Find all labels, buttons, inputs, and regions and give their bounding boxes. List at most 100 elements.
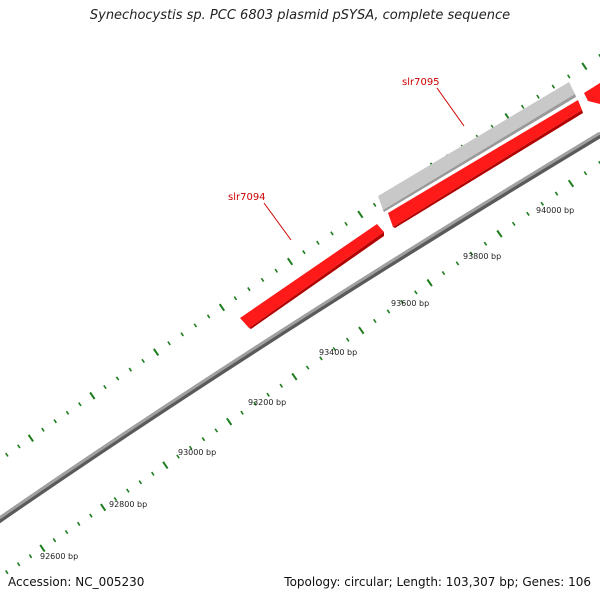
minor-tick: [260, 277, 265, 283]
minor-tick: [5, 452, 9, 457]
major-tick: [162, 461, 169, 470]
major-tick: [358, 326, 365, 335]
minor-tick: [520, 104, 525, 109]
plasmid-backbone: [0, 131, 600, 520]
gene-arrow-slr7094-shade: [249, 232, 384, 329]
minor-tick: [41, 427, 45, 432]
minor-tick: [233, 296, 238, 301]
minor-tick: [332, 346, 337, 352]
major-tick: [291, 372, 298, 381]
accession-label: Accession: NC_005230: [8, 575, 145, 589]
minor-tick: [115, 376, 120, 381]
minor-tick: [330, 231, 334, 236]
minor-tick: [89, 513, 93, 518]
minor-tick: [483, 241, 488, 246]
backbone-shadow: [0, 132, 600, 524]
major-tick: [27, 434, 34, 442]
minor-tick: [526, 211, 530, 216]
minor-tick: [567, 74, 571, 79]
minor-tick: [305, 365, 310, 370]
major-tick: [286, 257, 294, 266]
minor-tick: [193, 323, 198, 328]
major-tick: [39, 544, 46, 553]
scale-label: 94000 bp: [536, 206, 574, 215]
scale-label: 93600 bp: [391, 299, 429, 308]
minor-tick: [540, 201, 545, 206]
gene-arrow-slr7094[interactable]: [240, 224, 384, 328]
minor-tick: [302, 250, 306, 255]
minor-tick: [266, 392, 270, 397]
label-leader-slr7095: [436, 87, 465, 127]
minor-tick: [279, 383, 284, 388]
scale-label: 92800 bp: [109, 500, 147, 509]
minor-tick: [128, 367, 133, 372]
minor-tick: [52, 538, 57, 543]
topology-summary: Topology: circular; Length: 103,307 bp; …: [284, 575, 591, 589]
major-tick: [89, 391, 96, 400]
minor-tick: [201, 437, 206, 442]
scale-label: 93000 bp: [178, 448, 216, 457]
scale-label: 92600 bp: [40, 552, 78, 561]
minor-tick: [28, 554, 33, 559]
gene-arrow-slr7095[interactable]: [388, 100, 582, 227]
scale-label: 93400 bp: [319, 348, 357, 357]
minor-tick: [441, 270, 446, 276]
major-tick: [567, 179, 575, 188]
label-leader-slr7094: [263, 202, 292, 241]
minor-tick: [455, 261, 460, 266]
minor-tick: [598, 53, 600, 58]
major-tick: [100, 503, 107, 512]
scale-labels: 92600 bp 92800 bp 93000 bp 93200 bp 9340…: [40, 206, 574, 561]
minor-tick: [240, 410, 244, 415]
gene-label-slr7095[interactable]: slr7095: [402, 77, 440, 88]
minor-tick: [64, 529, 69, 535]
minor-tick: [214, 428, 219, 433]
minor-tick: [247, 287, 251, 292]
minor-tick: [414, 290, 418, 295]
minor-tick: [583, 171, 588, 176]
minor-tick: [386, 309, 391, 314]
gene-arrow-slr7095-shade: [393, 110, 583, 228]
minor-tick: [65, 410, 70, 415]
gene-label-slr7094[interactable]: slr7094: [228, 192, 266, 203]
minor-tick: [551, 84, 556, 89]
gene-arrow-slr7095-grey-shade: [383, 94, 576, 212]
gene-slr7094[interactable]: [240, 224, 384, 329]
gene-arrow-slr7095-grey[interactable]: [378, 82, 575, 210]
minor-tick: [176, 454, 180, 459]
gene-arrow-next[interactable]: [584, 83, 600, 104]
minor-tick: [400, 299, 404, 305]
scale-label: 93200 bp: [248, 398, 286, 407]
minor-tick: [554, 191, 559, 196]
minor-tick: [188, 445, 193, 450]
gene-slr7095-strand-b[interactable]: [378, 82, 576, 212]
minor-tick: [16, 562, 21, 567]
minor-tick: [469, 251, 474, 256]
outer-tick-track: [5, 53, 600, 457]
minor-tick: [316, 240, 320, 245]
minor-tick: [5, 570, 9, 575]
major-tick: [218, 303, 226, 312]
minor-tick: [345, 337, 350, 342]
major-tick: [226, 417, 233, 426]
minor-tick: [17, 444, 21, 449]
minor-tick: [113, 496, 118, 502]
minor-tick: [141, 358, 145, 364]
minor-tick: [319, 356, 323, 361]
major-tick: [496, 229, 503, 238]
minor-tick: [167, 341, 171, 346]
minor-tick: [151, 471, 155, 476]
major-tick: [581, 62, 588, 71]
minor-tick: [511, 221, 516, 226]
minor-tick: [536, 94, 540, 99]
minor-tick: [103, 384, 107, 390]
major-tick: [357, 210, 364, 219]
minor-tick: [206, 314, 211, 319]
gene-slr7095-strand-a[interactable]: [388, 100, 583, 228]
minor-tick: [53, 419, 57, 424]
minor-tick: [78, 402, 82, 407]
minor-tick: [274, 268, 279, 273]
minor-tick: [598, 160, 600, 165]
inner-tick-track: [5, 160, 600, 575]
